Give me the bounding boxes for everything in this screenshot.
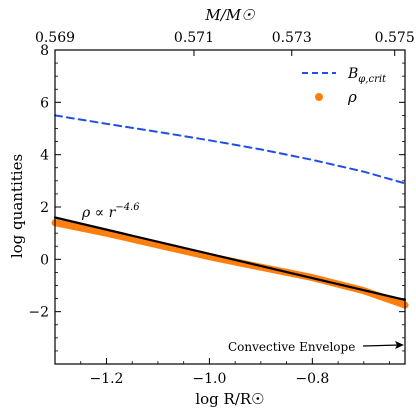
x-tick-label-1: −1.0 [192,371,226,387]
top-tick-label-0: 0.569 [35,30,75,46]
top-tick-label-3: 0.575 [375,30,415,46]
series-line-1 [51,219,409,309]
plot-frame [54,49,406,365]
y-tick-label-4: 0 [40,252,49,268]
legend: Bφ,crit ρ [302,66,387,106]
series-line-0 [54,114,406,185]
y-tick-label-1: 6 [40,95,49,111]
y-tick-label-5: −2 [28,305,49,321]
series-line-2 [53,216,407,301]
legend-label-bcrit: Bφ,crit [347,66,387,85]
x-tick-label-0: −1.2 [89,371,123,387]
top-axis-label: M/M☉ [204,6,255,24]
convective-envelope-label: Convective Envelope [228,340,355,354]
fit-annotation: ρ ∝ r−4.6 [81,202,140,221]
top-tick-label-2: 0.573 [272,30,312,46]
x-axis-label: log R/R☉ [195,390,264,408]
y-tick-label-0: 8 [40,43,49,59]
legend-label-rho: ρ [347,88,357,106]
legend-swatch-rho [315,93,323,101]
y-axis-label: log quantities [8,154,26,258]
convective-envelope-arrow [362,341,404,349]
y-tick-label-3: 2 [40,200,49,216]
plot-area: 8 6 4 2 0 −2 −1.2 −1.0 −0.8 0.569 0.571 0.573 0.575 [28,30,414,387]
y-tick-label-2: 4 [40,148,49,164]
x-tick-label-2: −0.8 [295,371,329,387]
top-tick-label-1: 0.571 [174,30,214,46]
